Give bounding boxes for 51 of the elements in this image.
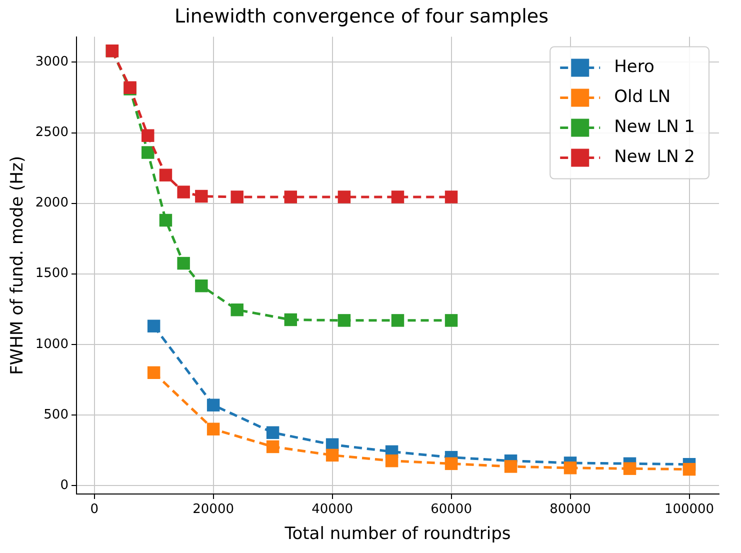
point <box>147 366 160 380</box>
point <box>230 303 244 316</box>
point <box>142 129 154 142</box>
point <box>159 168 172 182</box>
x-tick-label: 0 <box>90 502 98 518</box>
legend-label: Hero <box>614 57 654 78</box>
point <box>391 314 404 327</box>
y-tick-label: 500 <box>44 407 68 422</box>
point <box>391 190 404 204</box>
y-tick-label: 1500 <box>35 266 68 282</box>
point <box>266 426 280 439</box>
x-axis-title: Total number of roundtrips <box>284 524 511 544</box>
legend-label: New LN 2 <box>614 147 696 168</box>
x-tick-label: 40000 <box>312 502 353 518</box>
point <box>338 190 351 204</box>
point <box>444 314 458 327</box>
y-tick-label: 0 <box>60 478 68 493</box>
point <box>326 448 339 462</box>
point <box>338 314 351 327</box>
point <box>230 190 244 204</box>
point <box>177 256 190 270</box>
point <box>504 460 518 473</box>
point <box>682 462 696 476</box>
x-tick-label: 80000 <box>550 502 591 518</box>
point <box>177 186 190 198</box>
point <box>142 146 154 159</box>
point <box>284 190 298 204</box>
point <box>623 462 636 475</box>
x-tick-label: 60000 <box>430 502 472 518</box>
point <box>159 214 172 227</box>
point <box>564 462 577 474</box>
point <box>385 454 398 468</box>
point <box>444 457 458 470</box>
point <box>444 190 458 204</box>
legend-label: New LN 1 <box>614 117 696 138</box>
y-tick-label: 1000 <box>35 336 68 352</box>
point <box>206 422 220 436</box>
y-axis-title: FWHM of fund. mode (Hz) <box>8 156 28 375</box>
point <box>195 190 208 203</box>
x-tick-label: 100000 <box>664 502 714 518</box>
point <box>147 320 160 332</box>
chart-title: Linewidth convergence of four samples <box>174 5 549 28</box>
legend-label: Old LN <box>614 87 671 108</box>
point <box>266 440 280 454</box>
x-tick-label: 20000 <box>192 502 234 518</box>
y-tick-label: 3000 <box>35 54 68 70</box>
point <box>206 398 220 412</box>
y-tick-label: 2500 <box>35 125 68 140</box>
point <box>284 313 298 326</box>
y-tick-label: 2000 <box>35 196 68 211</box>
point <box>195 279 208 292</box>
